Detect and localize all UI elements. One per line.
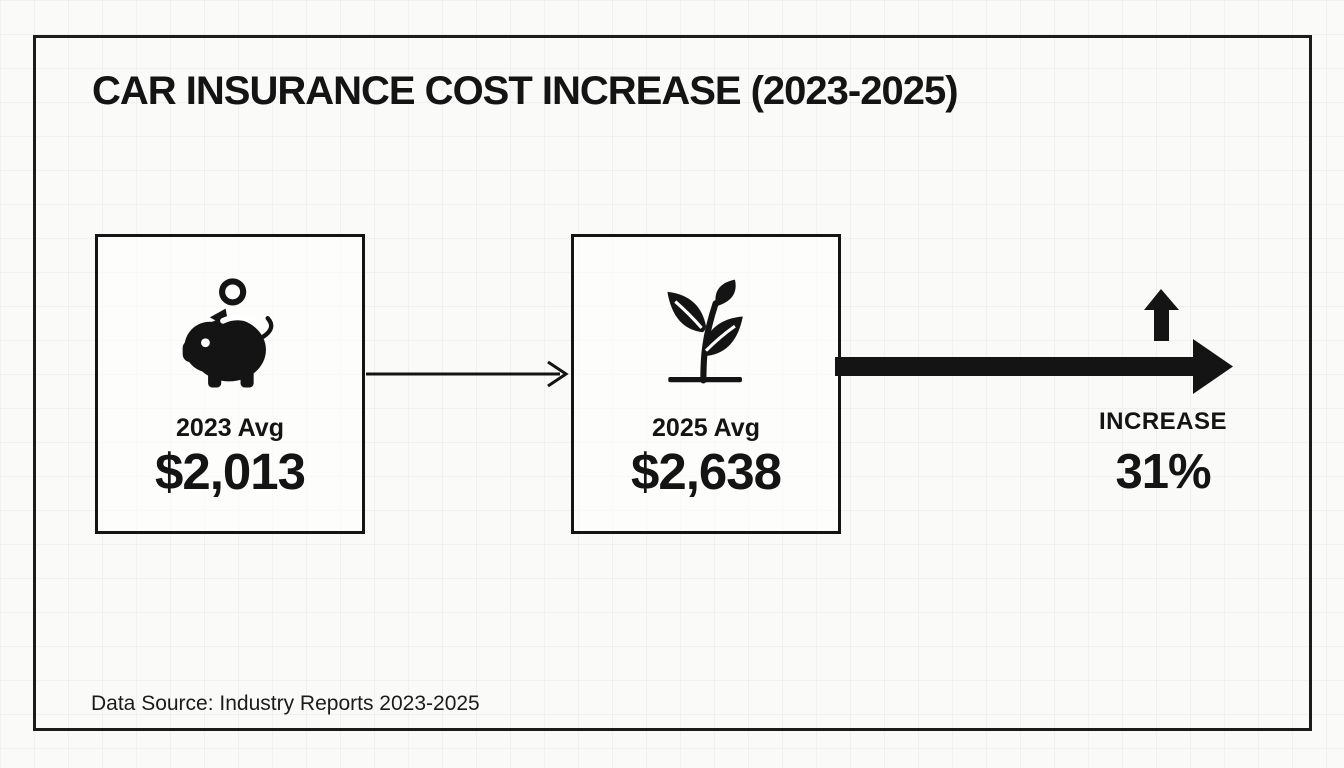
card-2025-value: $2,638 (631, 442, 782, 500)
flow-arrow-icon (366, 360, 569, 388)
increase-value: 31% (1115, 445, 1211, 499)
card-2025-label: 2025 Avg (652, 414, 760, 442)
up-arrow-icon (1144, 289, 1179, 341)
card-2023-value: $2,013 (155, 442, 306, 500)
title-main: CAR INSURANCE COST INCREASE (92, 69, 742, 113)
card-2025: 2025 Avg $2,638 (571, 234, 841, 534)
increase-label: INCREASE (1098, 408, 1228, 435)
card-2023-label: 2023 Avg (176, 414, 284, 442)
card-2023: 2023 Avg $2,013 (95, 234, 365, 534)
increase-right-arrow-icon (835, 289, 1233, 394)
outer-frame: CAR INSURANCE COST INCREASE (2023-2025) (33, 35, 1312, 731)
title-paren: (2023-2025) (750, 69, 959, 113)
data-source-note: Data Source: Industry Reports 2023-2025 (91, 692, 480, 715)
increase-block: INCREASE 31% (1043, 408, 1283, 500)
piggy-bank-icon (173, 277, 287, 391)
plant-growth-icon (649, 277, 763, 391)
page-title: CAR INSURANCE COST INCREASE (2023-2025) (92, 69, 959, 114)
